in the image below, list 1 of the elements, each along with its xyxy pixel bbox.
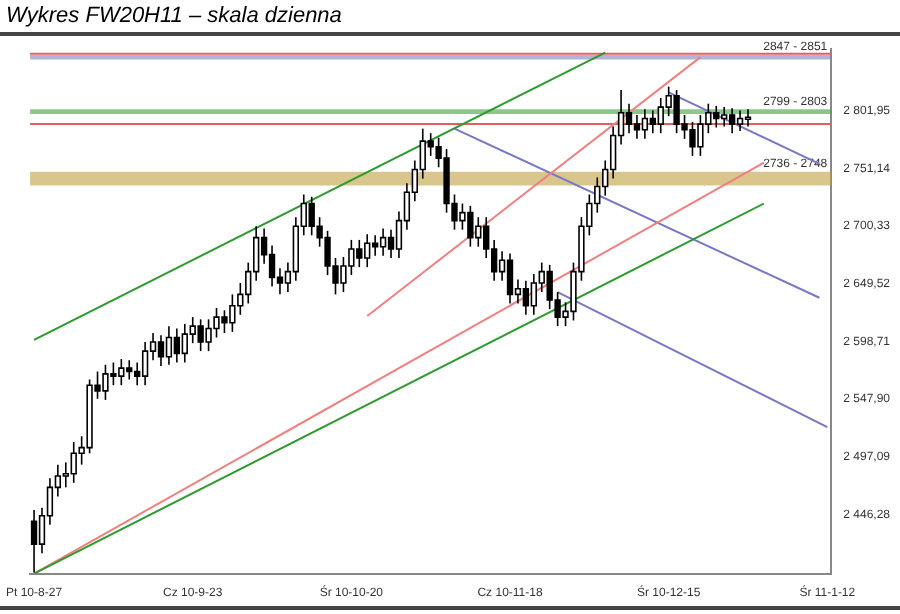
chart-title: Wykres FW20H11 – skala dzienna [0, 0, 900, 36]
